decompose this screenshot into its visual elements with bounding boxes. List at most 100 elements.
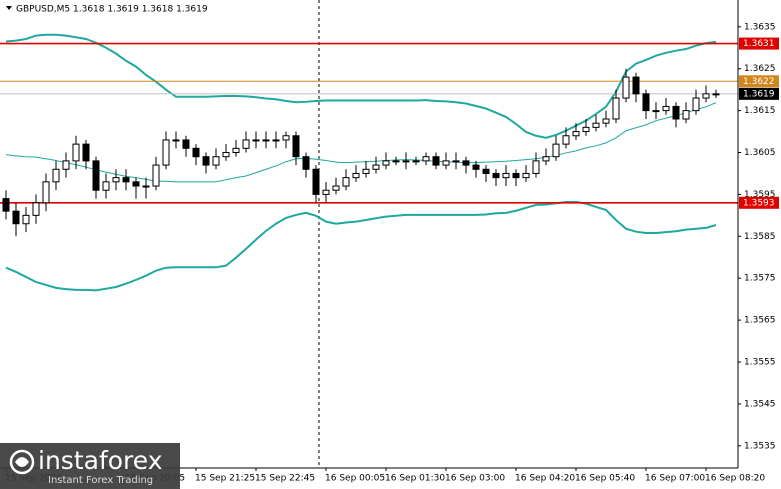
candle-body xyxy=(362,168,370,174)
candle-body xyxy=(442,160,450,166)
candle-body xyxy=(32,202,40,216)
candle-body xyxy=(652,110,660,113)
candle-body xyxy=(232,147,240,154)
watermark-logo-inner xyxy=(15,457,29,467)
level-label: 1.3619 xyxy=(743,89,775,99)
candle-body xyxy=(482,168,490,174)
candle-body xyxy=(2,198,10,212)
candle-body xyxy=(142,185,150,188)
level-label: 1.3622 xyxy=(743,77,775,87)
chart-title: GBPUSD,M5 1.3618 1.3619 1.3618 1.3619 xyxy=(16,5,208,15)
candle-body xyxy=(562,135,570,145)
candle-body xyxy=(162,139,170,166)
level-label-bg xyxy=(739,87,779,100)
candle-body xyxy=(642,93,650,112)
x-tick-label: 16 Sep 07:00 xyxy=(645,474,705,484)
candle-body xyxy=(292,135,300,158)
candle-body xyxy=(322,189,330,195)
candle-body xyxy=(452,160,460,163)
candle-body xyxy=(632,76,640,95)
candle-body xyxy=(662,105,670,112)
candle-body xyxy=(312,168,320,195)
candle-body xyxy=(12,210,20,225)
candle-body xyxy=(222,152,230,158)
x-tick-label: 15 Sep 21:25 xyxy=(195,474,255,484)
watermark-tagline: Instant Forex Trading xyxy=(48,475,153,486)
candle-body xyxy=(682,110,690,120)
x-tick-label: 16 Sep 03:00 xyxy=(445,474,505,484)
candle-body xyxy=(422,156,430,162)
title-icon xyxy=(6,6,12,10)
candle-body xyxy=(42,181,50,204)
candle-body xyxy=(412,160,420,163)
candle-body xyxy=(352,172,360,179)
candle-body xyxy=(392,160,400,163)
y-tick-label: 1.3555 xyxy=(744,357,776,367)
y-tick-label: 1.3545 xyxy=(744,399,776,409)
candle-body xyxy=(672,105,680,120)
level-label: 1.3631 xyxy=(743,39,775,49)
candle-body xyxy=(502,172,510,179)
candle-body xyxy=(522,172,530,179)
candle-body xyxy=(182,139,190,149)
candle-body xyxy=(22,214,30,225)
candle-body xyxy=(602,118,610,124)
candle-body xyxy=(192,147,200,158)
watermark: instaforex Instant Forex Trading xyxy=(0,443,180,489)
band-upper xyxy=(5,33,717,139)
candle-body xyxy=(82,143,90,162)
candle-body xyxy=(552,143,560,158)
candle-body xyxy=(132,181,140,187)
y-tick-label: 1.3615 xyxy=(744,106,776,116)
candle-body xyxy=(542,156,550,162)
y-tick-label: 1.3635 xyxy=(744,22,776,32)
x-tick-label: 16 Sep 08:20 xyxy=(705,474,765,484)
candle-body xyxy=(262,139,270,142)
band-lower xyxy=(5,200,717,292)
level-label-bg xyxy=(739,37,779,50)
candle-body xyxy=(102,181,110,191)
y-tick-label: 1.3605 xyxy=(744,148,776,158)
candle-body xyxy=(382,160,390,166)
candle-body xyxy=(592,122,600,128)
watermark-brand: instaforex xyxy=(38,446,163,475)
candle-body xyxy=(572,131,580,137)
y-tick-label: 1.3565 xyxy=(744,316,776,326)
candle-body xyxy=(112,177,120,183)
candle-body xyxy=(62,160,70,170)
watermark-bg xyxy=(0,443,180,489)
candle-body xyxy=(242,139,250,149)
candle-body xyxy=(512,172,520,179)
candle-body xyxy=(342,177,350,187)
candle-body xyxy=(122,177,130,183)
candle-body xyxy=(302,156,310,170)
y-tick-label: 1.3585 xyxy=(744,232,776,242)
candle-body xyxy=(152,164,160,187)
candle-body xyxy=(702,93,710,99)
x-tick-label: 16 Sep 01:30 xyxy=(385,474,445,484)
candle-body xyxy=(92,160,100,191)
candle-body xyxy=(532,160,540,174)
candle-body xyxy=(472,164,480,170)
x-tick-label: 16 Sep 05:40 xyxy=(575,474,635,484)
candle-body xyxy=(52,168,60,183)
candle-body xyxy=(432,156,440,166)
level-label-bg xyxy=(739,75,779,88)
plot-area xyxy=(0,33,738,292)
y-tick-label: 1.3535 xyxy=(744,441,776,451)
candle-body xyxy=(252,139,260,142)
candle-body xyxy=(462,160,470,166)
candle-body xyxy=(172,139,180,142)
level-label: 1.3593 xyxy=(743,198,775,208)
candle-body xyxy=(72,143,80,162)
x-tick-label: 16 Sep 04:20 xyxy=(515,474,575,484)
candle-body xyxy=(272,139,280,142)
x-tick-label: 16 Sep 00:05 xyxy=(325,474,385,484)
x-tick-label: 15 Sep 22:45 xyxy=(255,474,315,484)
candle-body xyxy=(402,160,410,163)
candle-body xyxy=(692,97,700,112)
band-middle xyxy=(5,102,717,183)
candle-body xyxy=(582,126,590,133)
